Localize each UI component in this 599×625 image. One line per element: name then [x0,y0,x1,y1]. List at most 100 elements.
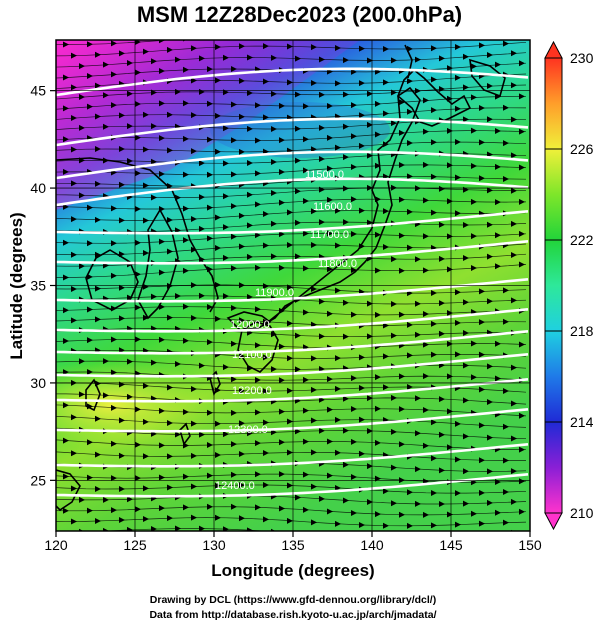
wind-arrow [95,316,101,323]
wind-arrow [135,205,141,212]
wind-arrow [335,80,341,87]
wind-arrow [135,406,141,413]
wind-arrow [231,340,237,347]
wind-arrow [271,366,277,373]
wind-arrow [415,331,421,338]
wind-arrow [167,453,173,460]
wind-arrow [231,265,237,272]
wind-arrow [495,541,501,547]
wind-arrow [343,123,349,130]
wind-arrow [111,336,117,343]
wind-arrow [159,269,165,276]
wind-arrow [311,80,317,87]
wind-arrow [415,56,421,63]
wind-arrow [143,182,149,189]
wind-arrow [247,527,253,531]
wind-arrow [71,518,77,525]
wind-arrow [263,482,269,489]
wind-arrow [71,114,77,121]
wind-arrow [215,482,221,489]
wind-arrow [183,303,189,310]
wind-arrow [351,133,357,140]
wind-arrow [111,240,117,247]
y-tick-label: 35 [30,278,46,294]
wind-arrow [191,45,197,52]
wind-arrow [167,515,173,522]
wind-arrow [255,471,261,478]
wind-arrow [263,114,269,121]
wind-arrow [255,306,261,313]
colorbar-tick-label: 222 [570,232,594,248]
wind-arrow [143,111,149,118]
wind-arrow [263,43,269,50]
wind-arrow [183,337,189,344]
wind-arrow [159,100,165,107]
chart-title: MSM 12Z28Dec2023 (200.0hPa) [136,2,463,27]
wind-arrow [111,507,117,514]
wind-arrow [399,196,405,203]
wind-arrow [79,94,85,101]
streamline [56,198,527,210]
wind-arrow [423,97,429,104]
wind-arrow [471,127,477,134]
wind-arrow [135,441,141,448]
wind-arrow [239,212,245,219]
colorbar: 210 214 218 222 226 230 [544,40,594,531]
wind-arrow [495,127,501,134]
wind-arrow [143,516,149,523]
wind-arrow [495,340,501,347]
wind-arrow [135,170,141,177]
wind-arrow [151,158,157,165]
x-tick-label: 120 [44,537,68,553]
wind-arrow [431,455,437,462]
colorbar-bottom-cap [544,512,563,531]
wind-arrow [119,146,125,153]
wind-arrow [431,490,437,497]
streamline [56,243,527,256]
wind-arrow [391,332,397,339]
wind-arrow [303,407,309,414]
wind-arrow [239,515,245,522]
wind-arrow [423,543,429,549]
wind-arrow [95,113,101,120]
wind-arrow [103,358,109,365]
wind-arrow [191,514,197,521]
wind-arrow [511,187,517,194]
wind-arrow [407,108,413,115]
wind-arrow [383,488,389,495]
wind-arrow [431,419,437,426]
streamline [56,506,527,516]
wind-arrow [183,409,189,416]
wind-arrow [343,395,349,402]
wind-arrow [71,251,77,258]
wind-arrow [399,406,405,413]
wind-arrow [111,102,117,109]
wind-arrow [327,102,333,109]
wind-arrow [503,175,509,182]
wind-arrow [135,304,141,311]
wind-arrow [111,475,117,482]
wind-arrow [247,430,253,437]
wind-arrow [231,171,237,178]
wind-arrow [199,225,205,232]
colorbar-ticks: 210 214 218 222 226 230 [545,50,594,521]
wind-arrow [287,320,293,327]
wind-arrow [63,473,69,480]
wind-arrow [295,125,301,132]
wind-arrow [255,504,261,511]
wind-arrow [351,102,357,109]
wind-arrow [263,283,269,290]
wind-arrow [63,105,69,112]
wind-arrow [287,241,293,248]
wind-arrow [511,82,517,89]
wind-arrow [79,358,85,365]
wind-arrow [239,243,245,250]
wind-arrow [95,180,101,187]
wind-arrow [343,333,349,340]
wind-arrow [311,355,317,362]
wind-arrow [271,429,277,436]
wind-arrow [255,377,261,384]
wind-arrow [463,468,469,475]
wind-arrow [239,450,245,457]
streamline [56,284,527,294]
